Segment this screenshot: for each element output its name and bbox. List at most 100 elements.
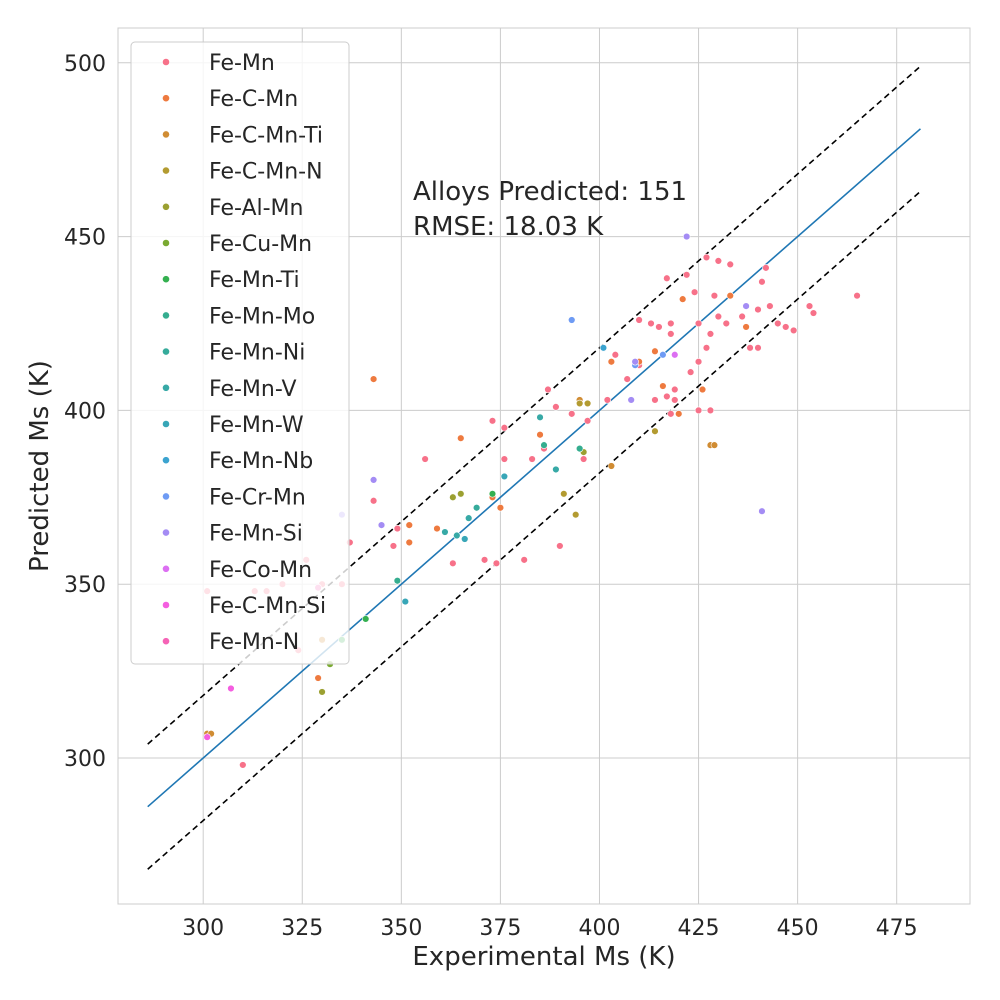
data-point [726,260,734,269]
data-point [500,472,509,481]
data-point [698,385,707,394]
data-point [421,455,429,463]
data-point [809,309,818,317]
x-tick-label: 425 [678,916,720,941]
data-point [377,521,386,529]
data-point [552,403,560,411]
annotation-alloys: Alloys Predicted: 151 [413,177,687,207]
x-tick-label: 450 [777,916,819,941]
data-point [449,493,457,501]
legend-marker [162,202,170,211]
legend-label: Fe-Cu-Mn [209,232,312,257]
data-point [774,319,782,328]
data-point [361,615,370,623]
data-point [667,410,675,418]
ideal-fit-line [147,128,921,808]
data-point [853,291,861,300]
data-point [393,577,402,585]
x-tick-label: 350 [380,916,422,941]
data-point [500,424,509,432]
legend-label: Fe-Mn-Si [209,522,303,547]
data-point [405,521,413,529]
legend-label: Fe-C-Mn-Si [209,594,326,619]
data-point [433,524,441,533]
data-point [536,431,544,439]
data-point [203,733,211,741]
data-point [461,535,469,543]
data-point [758,278,766,286]
data-point [318,688,326,696]
data-point [599,344,608,352]
legend-label: Fe-C-Mn-Ti [209,123,323,148]
data-point [575,399,584,408]
data-point [496,504,505,512]
data-point [682,271,691,279]
legend-label: Fe-Mn-Ni [209,341,305,366]
legend-marker [162,130,170,139]
data-point [544,385,552,394]
x-tick-label: 400 [578,916,620,941]
data-point [702,344,711,352]
legend: Fe-Mn Fe-C-Mn Fe-C-Mn-Ti Fe-C-Mn-N Fe-Al-Mn F… [130,41,350,665]
data-point [623,375,631,383]
data-point [540,441,548,449]
legend-marker [162,311,170,320]
data-point [694,358,703,366]
data-point [607,462,616,470]
data-point [472,504,481,512]
legend-marker [162,420,170,428]
data-point [635,316,643,324]
data-point [742,302,750,310]
data-point [714,257,723,265]
legend-marker [162,601,170,609]
legend-marker [162,456,170,465]
y-tick-label: 400 [64,399,106,424]
data-point [675,410,683,418]
legend-marker [162,564,170,573]
data-point [766,302,774,310]
data-point [671,396,679,404]
legend-label: Fe-Mn-V [209,377,297,402]
data-point [536,413,544,422]
data-point [682,232,691,241]
data-point [782,323,790,331]
legend-marker [162,275,170,284]
data-point [726,291,734,300]
data-point [710,291,719,300]
legend-marker [162,347,170,356]
data-point [480,556,489,564]
x-tick-label: 475 [876,916,918,941]
data-point [393,524,402,533]
data-point [369,375,378,383]
legend-label: Fe-C-Mn-N [209,160,323,185]
data-point [789,326,798,335]
x-tick-label: 325 [281,916,323,941]
data-point [603,396,612,404]
data-point [667,319,675,328]
data-point [710,441,719,449]
y-axis-title: Predicted Ms (K) [25,360,55,572]
legend-label: Fe-Al-Mn [209,196,303,221]
data-point [314,674,322,682]
legend-marker [162,239,170,247]
data-point [651,396,659,404]
legend-box [130,41,350,665]
data-point [627,396,635,404]
data-point [492,559,501,568]
legend-marker [162,383,170,392]
data-point [583,399,592,408]
data-point [556,542,564,550]
data-point [441,528,449,536]
legend-label: Fe-Mn-N [209,630,299,655]
legend-label: Fe-Cr-Mn [209,485,306,510]
x-tick-label: 300 [182,916,224,941]
data-point [227,684,235,693]
data-point [694,319,703,328]
data-point [520,556,528,564]
data-point [579,455,588,463]
data-point [663,274,671,282]
legend-label: Fe-Mn-Ti [209,268,300,293]
legend-marker [162,528,170,537]
data-point [457,434,465,442]
data-point [560,490,568,498]
